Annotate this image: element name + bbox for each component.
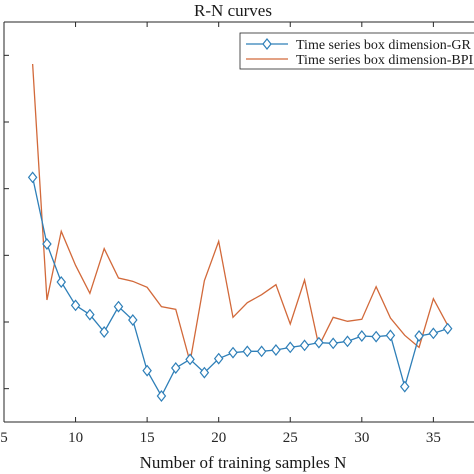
data-point-gr-5 bbox=[99, 326, 109, 338]
data-point-gr-8 bbox=[142, 364, 152, 377]
data-point-gr-28 bbox=[428, 327, 439, 340]
data-point-gr-11 bbox=[185, 353, 195, 366]
data-point-gr-3 bbox=[70, 299, 81, 312]
data-point-gr-0 bbox=[27, 171, 38, 184]
data-point-gr-18 bbox=[285, 341, 296, 354]
data-point-gr-20 bbox=[314, 336, 324, 349]
data-point-gr-19 bbox=[299, 339, 310, 352]
series-layer bbox=[27, 63, 453, 402]
data-point-gr-2 bbox=[56, 276, 67, 288]
data-point-gr-22 bbox=[342, 335, 353, 348]
axes bbox=[3, 21, 474, 423]
chart-title: R-N curves bbox=[194, 1, 272, 20]
data-point-gr-9 bbox=[156, 390, 167, 402]
x-axis-ticks: 5 10 15 20 25 30 35 bbox=[0, 22, 441, 446]
x-tick-label-3: 20 bbox=[211, 430, 226, 446]
data-point-gr-23 bbox=[357, 330, 367, 342]
x-axis-label: Number of training samples N bbox=[140, 453, 347, 472]
data-point-gr-10 bbox=[170, 362, 181, 374]
legend-label-1: Time series box dimension-BPI bbox=[296, 53, 474, 68]
data-point-gr-6 bbox=[113, 300, 124, 313]
series-bpi bbox=[31, 63, 449, 363]
data-point-gr-14 bbox=[228, 346, 238, 359]
legend-label-0: Time series box dimension-GR bbox=[296, 38, 472, 53]
series-gr bbox=[27, 171, 453, 402]
data-point-gr-27 bbox=[414, 330, 424, 342]
x-tick-label-0: 5 bbox=[0, 430, 8, 446]
legend-marker-0 bbox=[262, 38, 272, 50]
data-point-gr-21 bbox=[328, 337, 338, 350]
data-point-gr-17 bbox=[271, 344, 281, 356]
series-line-bpi bbox=[31, 63, 449, 363]
data-point-gr-12 bbox=[199, 366, 210, 379]
data-point-gr-4 bbox=[85, 308, 95, 321]
data-point-gr-16 bbox=[256, 345, 267, 358]
data-point-gr-24 bbox=[371, 330, 381, 343]
data-point-gr-25 bbox=[385, 329, 396, 342]
data-point-gr-7 bbox=[128, 314, 138, 326]
x-tick-label-2: 15 bbox=[140, 430, 155, 446]
data-point-gr-29 bbox=[442, 322, 453, 335]
x-tick-label-1: 10 bbox=[68, 430, 83, 446]
x-tick-label-5: 30 bbox=[354, 430, 369, 446]
legend-box bbox=[239, 32, 474, 70]
data-point-gr-15 bbox=[242, 345, 253, 358]
x-tick-label-6: 35 bbox=[426, 430, 441, 446]
data-point-gr-1 bbox=[42, 238, 52, 250]
data-point-gr-13 bbox=[213, 352, 224, 365]
data-point-gr-26 bbox=[399, 380, 410, 393]
x-tick-label-4: 25 bbox=[283, 430, 298, 446]
